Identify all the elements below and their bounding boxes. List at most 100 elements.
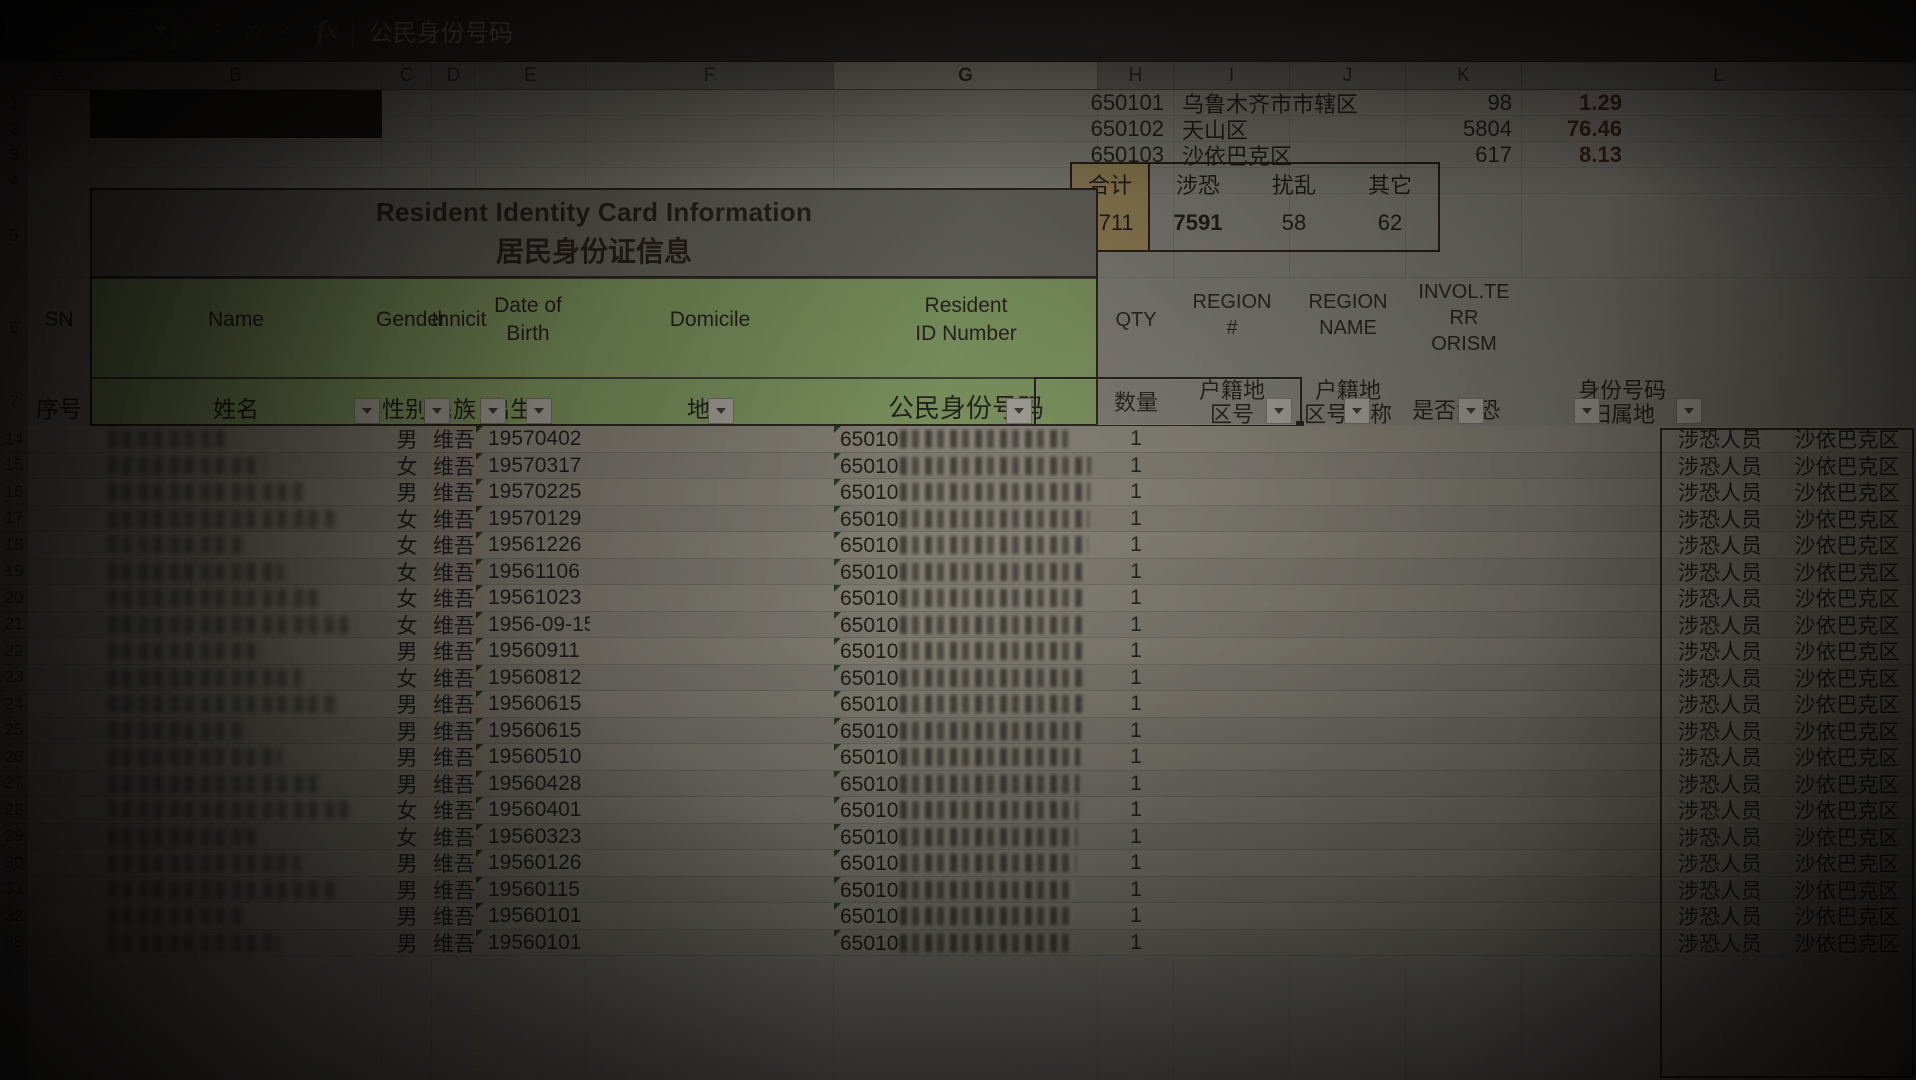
cell-region-name[interactable]: [1290, 850, 1406, 877]
column-header-b[interactable]: B: [90, 62, 382, 89]
cell-qty[interactable]: 1: [1130, 930, 1142, 954]
cell-region-no[interactable]: [1174, 824, 1290, 851]
lookup-pct-650102[interactable]: 76.46: [1566, 116, 1622, 141]
cell-qty[interactable]: 1: [1130, 639, 1142, 663]
row-header-7[interactable]: 7: [0, 378, 28, 426]
cell-id-prefix[interactable]: 65010: [840, 560, 899, 584]
table-row[interactable]: 男维吾 19560101 65010 1 涉恐人员 沙依巴克区: [28, 929, 1916, 957]
row-header-29[interactable]: 29: [0, 824, 28, 850]
close-icon[interactable]: ✕: [242, 17, 262, 43]
cell-ethnicity[interactable]: 维吾: [433, 694, 475, 718]
row-header-1[interactable]: 1: [0, 90, 28, 116]
row-header-20[interactable]: 20: [0, 585, 28, 612]
cell-dob[interactable]: 19561023: [488, 586, 582, 610]
cell-region-no[interactable]: [1174, 638, 1290, 665]
cell-qty[interactable]: 1: [1130, 506, 1142, 530]
row-header-22[interactable]: 22: [0, 638, 28, 665]
filter-dropdown-ethnicity[interactable]: [526, 398, 552, 424]
cell-dob[interactable]: 19570129: [488, 506, 582, 530]
cell-dob[interactable]: 19560428: [488, 771, 582, 795]
cell-gender[interactable]: 女: [396, 614, 418, 638]
cell-id-prefix[interactable]: 65010: [840, 931, 899, 955]
row-header-19[interactable]: 19: [0, 559, 28, 585]
cell-invol[interactable]: 涉恐人员: [1678, 720, 1762, 744]
cell-invol[interactable]: 涉恐人员: [1678, 906, 1762, 930]
cell-id-prefix[interactable]: 65010: [840, 481, 899, 504]
cell-id-origin[interactable]: 沙依巴克区: [1794, 667, 1900, 691]
cell-gender[interactable]: 女: [396, 800, 418, 824]
cell-region-name[interactable]: [1290, 479, 1406, 506]
row-header-32[interactable]: 32: [0, 903, 28, 930]
cell-qty[interactable]: 1: [1130, 533, 1142, 557]
cell-invol[interactable]: 涉恐人员: [1678, 773, 1762, 797]
cell-region-no[interactable]: [1174, 744, 1290, 771]
cell-qty[interactable]: 1: [1130, 745, 1142, 769]
cell-id-origin[interactable]: 沙依巴克区: [1794, 773, 1900, 797]
cell-gender[interactable]: 男: [396, 879, 418, 903]
cell-id-origin[interactable]: 沙依巴克区: [1794, 508, 1900, 532]
cell-region-no[interactable]: [1174, 612, 1290, 639]
cell-id-origin[interactable]: 沙依巴克区: [1794, 535, 1900, 559]
cell-id-origin[interactable]: 沙依巴克区: [1794, 853, 1900, 877]
cell-gender[interactable]: 男: [396, 747, 418, 771]
row-header-21[interactable]: 21: [0, 612, 28, 638]
cell-id-prefix[interactable]: 65010: [840, 825, 899, 849]
cell-ethnicity[interactable]: 维吾: [433, 800, 475, 824]
spreadsheet-grid[interactable]: 650101 乌鲁木齐市市辖区 98 1.29 650102 天山区 5804 76.46 65…: [28, 90, 1916, 1080]
cell-gender[interactable]: 男: [396, 906, 418, 930]
table-row[interactable]: 男维吾 19570402 65010 1 涉恐人员 沙依巴克区: [28, 426, 1916, 453]
column-header-l[interactable]: L: [1522, 62, 1916, 89]
cell-invol[interactable]: 涉恐人员: [1678, 588, 1762, 612]
cell-region-no[interactable]: [1174, 479, 1290, 506]
cell-ethnicity[interactable]: 维吾: [433, 588, 475, 612]
cell-qty[interactable]: 1: [1130, 480, 1142, 504]
cell-id-origin[interactable]: 沙依巴克区: [1794, 641, 1900, 665]
cell-region-no[interactable]: [1174, 665, 1290, 692]
column-header-h[interactable]: H: [1098, 62, 1174, 89]
cell-region-name[interactable]: [1290, 744, 1406, 771]
cell-gender[interactable]: 男: [396, 641, 418, 665]
cell-id-prefix[interactable]: 65010: [840, 454, 899, 478]
cell-ethnicity[interactable]: 维吾: [433, 932, 475, 956]
cell-qty[interactable]: 1: [1130, 904, 1142, 928]
cell-gender[interactable]: 男: [396, 694, 418, 718]
cell-region-name[interactable]: [1290, 665, 1406, 692]
table-row[interactable]: 女维吾 19561023 65010 1 涉恐人员 沙依巴克区: [28, 585, 1916, 612]
cell-ethnicity[interactable]: 维吾: [433, 720, 475, 744]
row-header-15[interactable]: 15: [0, 453, 28, 479]
name-box[interactable]: [6, 12, 176, 49]
lookup-pct-650103[interactable]: 8.13: [1579, 142, 1622, 167]
cell-region-name[interactable]: [1290, 771, 1406, 798]
cell-invol[interactable]: 涉恐人员: [1678, 641, 1762, 665]
cell-qty[interactable]: 1: [1130, 559, 1142, 583]
cell-ethnicity[interactable]: 维吾: [433, 667, 475, 691]
cell-qty[interactable]: 1: [1130, 851, 1142, 875]
cell-id-prefix[interactable]: 65010: [840, 428, 899, 451]
cell-invol[interactable]: 涉恐人员: [1678, 853, 1762, 877]
filter-dropdown-domicile[interactable]: [1006, 398, 1032, 424]
cell-id-origin[interactable]: 沙依巴克区: [1794, 429, 1900, 453]
cell-ethnicity[interactable]: 维吾: [433, 535, 475, 559]
cell-invol[interactable]: 涉恐人员: [1678, 667, 1762, 691]
cell-dob[interactable]: 19561106: [488, 559, 580, 583]
cell-dob[interactable]: 19560812: [488, 665, 582, 689]
cell-id-prefix[interactable]: 65010: [840, 746, 899, 769]
cell-id-origin[interactable]: 沙依巴克区: [1794, 747, 1900, 771]
cell-invol[interactable]: 涉恐人员: [1678, 747, 1762, 771]
cell-ethnicity[interactable]: 维吾: [433, 455, 475, 479]
cell-region-no[interactable]: [1174, 559, 1290, 586]
lookup-code-650101[interactable]: 650101: [1090, 90, 1164, 115]
cell-id-origin[interactable]: 沙依巴克区: [1794, 455, 1900, 479]
cell-region-name[interactable]: [1290, 930, 1406, 957]
table-row[interactable]: 女维吾 19561226 65010 1 涉恐人员 沙依巴克区: [28, 532, 1916, 559]
cell-invol[interactable]: 涉恐人员: [1678, 429, 1762, 453]
cell-ethnicity[interactable]: 维吾: [433, 482, 475, 506]
cell-id-prefix[interactable]: 65010: [840, 613, 899, 637]
column-header-j[interactable]: J: [1290, 62, 1406, 89]
cell-id-prefix[interactable]: 65010: [840, 799, 899, 822]
cell-id-prefix[interactable]: 65010: [840, 693, 899, 716]
cell-gender[interactable]: 女: [396, 455, 418, 479]
cell-id-prefix[interactable]: 65010: [840, 666, 899, 690]
cell-id-origin[interactable]: 沙依巴克区: [1794, 826, 1900, 850]
cell-region-name[interactable]: [1290, 691, 1406, 718]
